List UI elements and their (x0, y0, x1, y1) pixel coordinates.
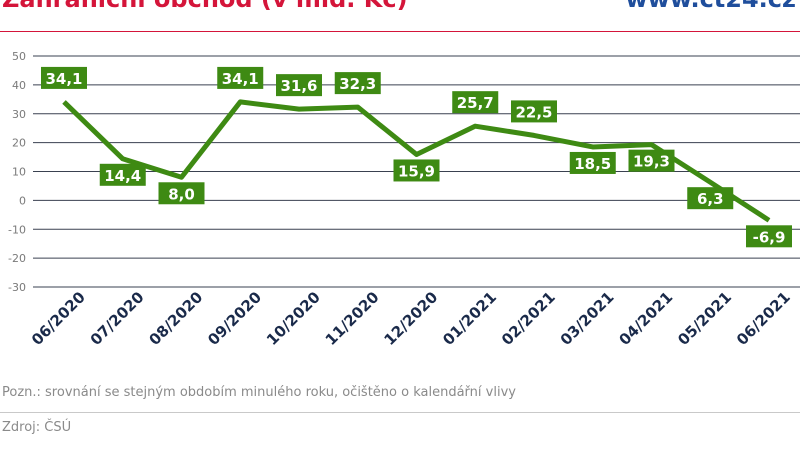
x-tick-label: 12/2020 (380, 288, 441, 349)
y-axis-ticks: 50 40 30 20 10 0 -10 -20 -30 (8, 50, 26, 294)
data-label-text: 31,6 (280, 77, 317, 95)
data-label-box (452, 91, 499, 114)
data-label-text: 14,4 (104, 167, 141, 185)
x-tick-label: 03/2021 (557, 288, 618, 349)
data-label-box (41, 66, 87, 89)
y-tick-label: 50 (12, 50, 26, 63)
data-label-box (569, 151, 616, 174)
x-tick-label: 08/2020 (145, 288, 206, 349)
y-tick-label: -20 (8, 252, 26, 265)
x-tick-label: 06/2020 (28, 288, 89, 349)
data-label-box (687, 187, 734, 210)
series-line (62, 99, 771, 223)
data-label: 19,3 (628, 149, 675, 172)
source-credit: Zdroj: ČSÚ (2, 420, 72, 435)
x-axis-ticks: 06/202007/202008/202009/202010/202011/20… (28, 288, 794, 349)
x-tick-label: 09/2020 (204, 288, 265, 349)
data-label: 22,5 (511, 100, 557, 123)
data-label-text: 25,7 (457, 94, 494, 112)
data-label: 15,9 (393, 159, 440, 182)
data-label: 32,3 (334, 72, 381, 95)
data-label-text: 8,0 (168, 185, 195, 203)
data-label-box (217, 66, 264, 89)
data-label: 8,0 (158, 182, 205, 205)
line-chart: 50 40 30 20 10 0 -10 -20 -30 34,1 14,4 8,0 34,1 31,6… (8, 50, 800, 349)
data-label: 14,4 (99, 163, 146, 186)
data-label-box (99, 163, 146, 186)
x-tick-label: 01/2021 (439, 288, 500, 349)
x-tick-label: 10/2020 (263, 288, 324, 349)
data-label: 34,1 (41, 66, 87, 89)
footnote: Pozn.: srovnání se stejným obdobím minul… (2, 385, 516, 400)
data-label: 25,7 (452, 91, 499, 114)
x-tick-label: 06/2021 (733, 288, 794, 349)
data-label-box (746, 225, 792, 248)
y-tick-label: 20 (12, 137, 26, 150)
data-label-box (158, 182, 205, 205)
x-tick-label: 04/2021 (615, 288, 676, 349)
y-tick-label: -10 (8, 223, 26, 236)
data-label: 31,6 (276, 74, 322, 97)
x-tick-label: 07/2020 (87, 288, 148, 349)
series-layer (62, 99, 771, 223)
y-tick-label: -30 (8, 281, 26, 294)
chart-title: Zahraniční obchod (v mld. Kč) (2, 0, 408, 14)
x-tick-label: 05/2021 (674, 288, 735, 349)
data-label-box (276, 74, 322, 97)
y-tick-label: 30 (12, 108, 26, 121)
footer-divider (0, 412, 800, 413)
x-tick-label: 02/2021 (498, 288, 559, 349)
data-label-text: 19,3 (633, 153, 670, 171)
data-label: 34,1 (217, 66, 264, 89)
data-label-text: -6,9 (753, 228, 786, 246)
brand-link[interactable]: www.ct24.cz (625, 0, 796, 14)
x-tick-label: 11/2020 (322, 288, 383, 349)
data-label-box (511, 100, 557, 123)
data-label: -6,9 (746, 225, 792, 248)
data-label-box (628, 149, 675, 172)
data-labels: 34,1 14,4 8,0 34,1 31,6 32,3 15,9 25,7 22,5 18,5 1… (41, 66, 792, 248)
data-label-text: 32,3 (339, 75, 376, 93)
data-label-text: 18,5 (574, 155, 611, 173)
data-label-text: 15,9 (398, 162, 435, 180)
data-label: 6,3 (687, 187, 734, 210)
data-label: 18,5 (569, 151, 616, 174)
data-label-box (334, 72, 381, 95)
data-label-text: 6,3 (697, 190, 724, 208)
data-label-text: 22,5 (515, 103, 552, 121)
y-tick-label: 0 (19, 194, 26, 207)
y-tick-label: 10 (12, 166, 26, 179)
y-tick-label: 40 (12, 79, 26, 92)
data-label-text: 34,1 (222, 70, 259, 88)
data-label-box (393, 159, 440, 182)
header-divider (0, 31, 800, 32)
data-label-text: 34,1 (45, 70, 82, 88)
